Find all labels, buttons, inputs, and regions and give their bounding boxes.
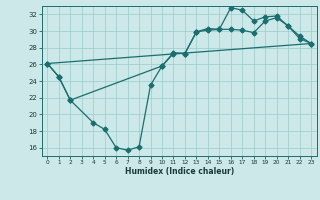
- X-axis label: Humidex (Indice chaleur): Humidex (Indice chaleur): [124, 167, 234, 176]
